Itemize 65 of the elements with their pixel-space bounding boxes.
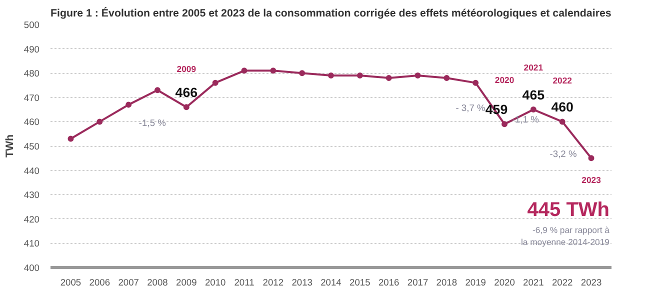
x-tick-label: 2006: [89, 278, 110, 288]
point: [68, 136, 74, 142]
x-tick-label: 2023: [580, 278, 602, 288]
point: [559, 118, 566, 125]
x-tick-label: 2017: [407, 278, 428, 288]
x-tick-label: 2021: [523, 278, 544, 288]
point: [212, 80, 218, 86]
x-tick-label: 2015: [350, 278, 370, 288]
x-tick-label: 2019: [465, 278, 486, 288]
point: [414, 72, 421, 79]
point: [444, 74, 450, 81]
y-tick-label: 490: [24, 44, 40, 54]
x-tick-label: 2022: [552, 278, 573, 288]
x-tick-label: 2020: [494, 278, 515, 288]
annotation: 2009: [176, 64, 196, 74]
point: [183, 104, 190, 110]
point: [241, 68, 248, 74]
annotation: 2020: [494, 75, 514, 86]
point: [328, 72, 334, 79]
point: [386, 74, 392, 81]
x-tick-label: 2016: [378, 278, 400, 288]
point: [154, 87, 160, 94]
annotation: - 3,7 %: [456, 103, 486, 114]
annotation: 2022: [552, 76, 572, 86]
annotation: -3,2 %: [550, 149, 577, 160]
y-tick-label: 470: [24, 92, 40, 103]
data-label: 445 TWh: [527, 199, 610, 222]
x-tick-label: 2008: [147, 278, 168, 288]
point: [588, 155, 594, 162]
data-label: 460: [551, 100, 574, 115]
point: [270, 68, 276, 74]
point: [126, 102, 132, 108]
chart-title: Figure 1 : Évolution entre 2005 et 2023 de la consommation corrigée des effets météorologiques et calendaires: [50, 6, 612, 20]
x-tick-label: 2018: [436, 278, 458, 288]
x-tick-label: 2013: [292, 278, 312, 288]
x-tick-label: 2009: [176, 278, 197, 288]
x-tick-label: 2005: [60, 278, 82, 288]
y-axis-title: TWh: [4, 134, 16, 158]
x-tick-label: 2012: [262, 278, 284, 288]
x-tick-label: 2010: [204, 278, 226, 288]
y-tick-label: 440: [24, 166, 40, 176]
x-tick-label: 2014: [320, 278, 342, 288]
annotation: 2023: [582, 175, 602, 186]
point: [356, 72, 363, 79]
point: [502, 121, 508, 128]
y-tick-label: 400: [24, 263, 40, 273]
y-tick-label: 480: [24, 68, 40, 79]
x-tick-label: 2011: [234, 278, 254, 288]
annotation: 2021: [524, 62, 544, 73]
y-tick-label: 450: [24, 142, 40, 152]
data-label: 466: [175, 85, 198, 100]
annotation: -1,5 %: [138, 118, 166, 128]
annotation: -6,9 % par rapport à la moyenne 2014-2019: [520, 225, 610, 248]
y-tick-label: 500: [24, 20, 40, 30]
y-tick-label: 430: [24, 190, 40, 200]
y-tick-label: 410: [24, 238, 40, 249]
annotation: -1,1 %: [512, 114, 539, 125]
y-tick-label: 460: [24, 117, 40, 128]
point: [530, 106, 536, 113]
y-tick-label: 420: [24, 214, 40, 224]
point: [96, 118, 103, 125]
x-tick-label: 2007: [118, 278, 139, 288]
point: [299, 70, 306, 76]
point: [472, 80, 479, 86]
data-label: 465: [522, 88, 546, 103]
